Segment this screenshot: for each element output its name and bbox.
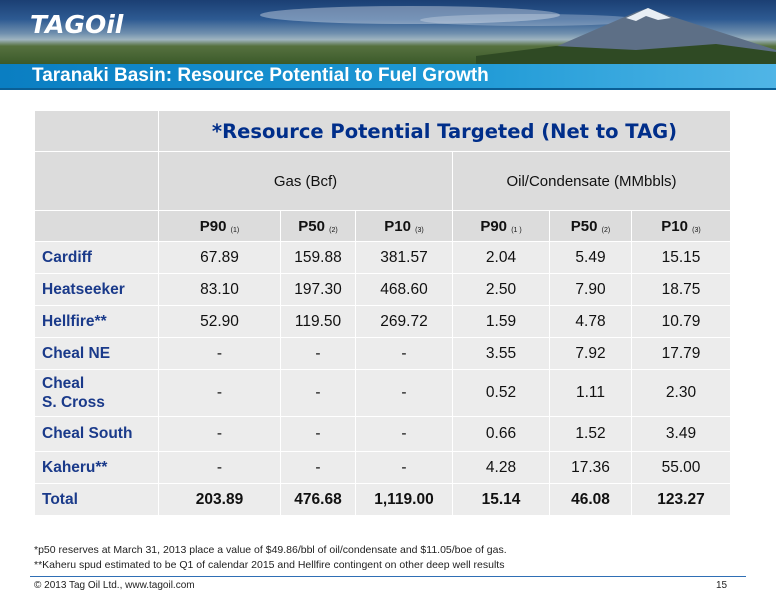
- table-cell: -: [355, 369, 453, 417]
- table-cell: 123.27: [631, 483, 731, 516]
- table-cell: -: [280, 369, 356, 417]
- table-row: Hellfire** 52.90 119.50 269.72 1.59 4.78…: [34, 305, 731, 338]
- table-cell: 1,119.00: [355, 483, 453, 516]
- table-cell: 7.90: [549, 273, 632, 306]
- column-header: P50 (2): [549, 210, 632, 242]
- tagoil-logo: TAGOil: [30, 10, 124, 39]
- table-cell: 3.49: [631, 416, 731, 452]
- table-cell: 18.75: [631, 273, 731, 306]
- table-cell: -: [158, 337, 281, 370]
- table-cell: 0.52: [452, 369, 550, 417]
- table-total-row: Total 203.89 476.68 1,119.00 15.14 46.08…: [34, 483, 731, 516]
- row-label: Hellfire**: [34, 305, 159, 338]
- table-cell: 15.15: [631, 241, 731, 274]
- table-cell: 52.90: [158, 305, 281, 338]
- table-row: Cheal S. Cross - - - 0.52 1.11 2.30: [34, 369, 731, 417]
- table-cell: 203.89: [158, 483, 281, 516]
- table-cell: -: [355, 337, 453, 370]
- table-cell: 1.52: [549, 416, 632, 452]
- table-cell: 10.79: [631, 305, 731, 338]
- column-header: P90 (1 ): [452, 210, 550, 242]
- row-label: Total: [34, 483, 159, 516]
- footnote-kaheru: **Kaheru spud estimated to be Q1 of cale…: [34, 559, 505, 571]
- table-cell: -: [158, 416, 281, 452]
- row-label: Kaheru**: [34, 451, 159, 484]
- table-cell: 5.49: [549, 241, 632, 274]
- column-header: P10 (3): [355, 210, 453, 242]
- table-cell: -: [280, 416, 356, 452]
- table-cell: -: [158, 369, 281, 417]
- table-cell: 2.50: [452, 273, 550, 306]
- table-cell: -: [355, 451, 453, 484]
- table-cell: 7.92: [549, 337, 632, 370]
- table-corner-cell: [34, 210, 159, 242]
- footnote-reserves: *p50 reserves at March 31, 2013 place a …: [34, 544, 507, 556]
- banner-cloud: [260, 6, 560, 24]
- table-cell: 15.14: [452, 483, 550, 516]
- table-row: Kaheru** - - - 4.28 17.36 55.00: [34, 451, 731, 484]
- group-header-gas: Gas (Bcf): [158, 151, 453, 211]
- table-cell: -: [280, 337, 356, 370]
- slide-title: Taranaki Basin: Resource Potential to Fu…: [32, 65, 489, 86]
- table-cell: 2.30: [631, 369, 731, 417]
- table-corner-cell: [34, 110, 159, 152]
- table-cell: 1.59: [452, 305, 550, 338]
- row-label: Cheal South: [34, 416, 159, 452]
- table-row: Cheal NE - - - 3.55 7.92 17.79: [34, 337, 731, 370]
- column-header: P90 (1): [158, 210, 281, 242]
- table-cell: 55.00: [631, 451, 731, 484]
- table-cell: 3.55: [452, 337, 550, 370]
- group-header-oil: Oil/Condensate (MMbbls): [452, 151, 731, 211]
- table-cell: -: [158, 451, 281, 484]
- row-label: Heatseeker: [34, 273, 159, 306]
- table-row: Cardiff 67.89 159.88 381.57 2.04 5.49 15…: [34, 241, 731, 274]
- table-cell: 4.28: [452, 451, 550, 484]
- table-cell: 2.04: [452, 241, 550, 274]
- table-cell: 197.30: [280, 273, 356, 306]
- title-divider: [0, 88, 776, 90]
- table-row: Cheal South - - - 0.66 1.52 3.49: [34, 416, 731, 452]
- copyright-text: © 2013 Tag Oil Ltd., www.tagoil.com: [34, 580, 195, 591]
- resource-table: *Resource Potential Targeted (Net to TAG…: [34, 110, 731, 516]
- table-cell: 0.66: [452, 416, 550, 452]
- page-number: 15: [716, 580, 728, 591]
- row-label: Cardiff: [34, 241, 159, 274]
- row-label: Cheal S. Cross: [34, 369, 159, 417]
- table-cell: 17.79: [631, 337, 731, 370]
- mountain-image: [476, 8, 776, 64]
- table-cell: 67.89: [158, 241, 281, 274]
- table-title: *Resource Potential Targeted (Net to TAG…: [158, 110, 731, 152]
- table-cell: 83.10: [158, 273, 281, 306]
- table-cell: 17.36: [549, 451, 632, 484]
- table-cell: 1.11: [549, 369, 632, 417]
- table-row: Heatseeker 83.10 197.30 468.60 2.50 7.90…: [34, 273, 731, 306]
- column-header: P10 (3): [631, 210, 731, 242]
- table-cell: 46.08: [549, 483, 632, 516]
- table-cell: -: [355, 416, 453, 452]
- table-cell: 468.60: [355, 273, 453, 306]
- table-cell: 119.50: [280, 305, 356, 338]
- table-cell: -: [280, 451, 356, 484]
- column-header: P50 (2): [280, 210, 356, 242]
- title-bar: Taranaki Basin: Resource Potential to Fu…: [0, 64, 776, 88]
- table-cell: 269.72: [355, 305, 453, 338]
- banner-cloud: [420, 14, 640, 26]
- table-cell: 476.68: [280, 483, 356, 516]
- footer-divider: [30, 576, 746, 577]
- table-cell: 159.88: [280, 241, 356, 274]
- row-label: Cheal NE: [34, 337, 159, 370]
- table-cell: 381.57: [355, 241, 453, 274]
- table-corner-cell: [34, 151, 159, 211]
- header-banner: TAGOil: [0, 0, 776, 64]
- table-cell: 4.78: [549, 305, 632, 338]
